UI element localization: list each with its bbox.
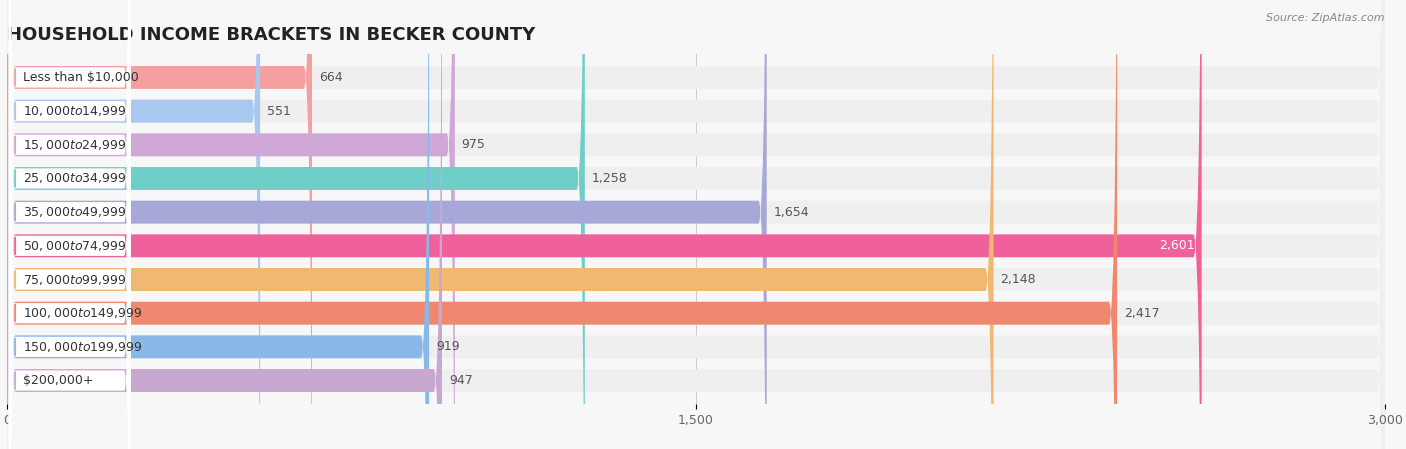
FancyBboxPatch shape: [7, 0, 1385, 449]
FancyBboxPatch shape: [8, 0, 131, 449]
Text: $10,000 to $14,999: $10,000 to $14,999: [22, 104, 127, 118]
Text: $75,000 to $99,999: $75,000 to $99,999: [22, 273, 127, 286]
FancyBboxPatch shape: [8, 0, 131, 449]
Text: 664: 664: [319, 71, 343, 84]
FancyBboxPatch shape: [8, 0, 131, 449]
Text: 1,654: 1,654: [773, 206, 810, 219]
FancyBboxPatch shape: [8, 0, 131, 449]
Text: Source: ZipAtlas.com: Source: ZipAtlas.com: [1267, 13, 1385, 23]
FancyBboxPatch shape: [7, 0, 994, 449]
Text: $150,000 to $199,999: $150,000 to $199,999: [22, 340, 142, 354]
FancyBboxPatch shape: [7, 0, 1385, 449]
FancyBboxPatch shape: [8, 0, 131, 449]
Text: $200,000+: $200,000+: [22, 374, 93, 387]
FancyBboxPatch shape: [8, 0, 131, 449]
Text: 551: 551: [267, 105, 291, 118]
FancyBboxPatch shape: [8, 0, 131, 449]
FancyBboxPatch shape: [7, 0, 1385, 449]
FancyBboxPatch shape: [7, 0, 1385, 449]
Text: HOUSEHOLD INCOME BRACKETS IN BECKER COUNTY: HOUSEHOLD INCOME BRACKETS IN BECKER COUN…: [7, 26, 536, 44]
FancyBboxPatch shape: [7, 0, 1202, 449]
Text: 2,417: 2,417: [1123, 307, 1160, 320]
FancyBboxPatch shape: [7, 0, 766, 449]
Text: 975: 975: [461, 138, 485, 151]
FancyBboxPatch shape: [7, 0, 1385, 449]
FancyBboxPatch shape: [8, 0, 131, 449]
Text: 2,148: 2,148: [1001, 273, 1036, 286]
Text: $50,000 to $74,999: $50,000 to $74,999: [22, 239, 127, 253]
FancyBboxPatch shape: [7, 0, 1385, 449]
FancyBboxPatch shape: [7, 0, 260, 449]
FancyBboxPatch shape: [7, 0, 454, 449]
FancyBboxPatch shape: [7, 0, 441, 449]
Text: $25,000 to $34,999: $25,000 to $34,999: [22, 172, 127, 185]
FancyBboxPatch shape: [8, 0, 131, 449]
Text: $35,000 to $49,999: $35,000 to $49,999: [22, 205, 127, 219]
Text: $100,000 to $149,999: $100,000 to $149,999: [22, 306, 142, 320]
Text: $15,000 to $24,999: $15,000 to $24,999: [22, 138, 127, 152]
FancyBboxPatch shape: [7, 0, 1385, 449]
FancyBboxPatch shape: [7, 0, 585, 449]
Text: 919: 919: [436, 340, 460, 353]
Text: Less than $10,000: Less than $10,000: [22, 71, 138, 84]
Text: 1,258: 1,258: [592, 172, 627, 185]
Text: 947: 947: [449, 374, 472, 387]
FancyBboxPatch shape: [7, 0, 429, 449]
Text: 2,601: 2,601: [1159, 239, 1195, 252]
FancyBboxPatch shape: [7, 0, 1118, 449]
FancyBboxPatch shape: [7, 0, 1385, 449]
FancyBboxPatch shape: [7, 0, 1385, 449]
FancyBboxPatch shape: [8, 0, 131, 449]
FancyBboxPatch shape: [7, 0, 1385, 449]
FancyBboxPatch shape: [7, 0, 312, 449]
